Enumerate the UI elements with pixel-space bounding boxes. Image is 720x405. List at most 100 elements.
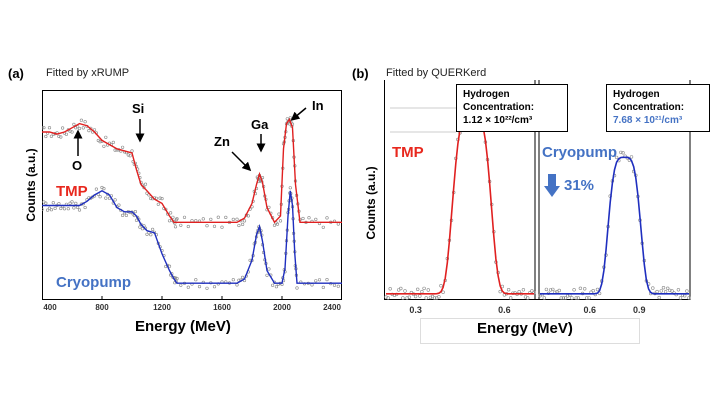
data-point-tmp bbox=[521, 288, 526, 292]
data-point-cryopump bbox=[149, 233, 153, 237]
annotation-o: O bbox=[72, 158, 83, 173]
data-point-tmp bbox=[158, 196, 162, 200]
data-point-cryopump bbox=[621, 151, 625, 155]
panel-a-xlabel: Energy (MeV) bbox=[135, 318, 231, 335]
data-point-tmp bbox=[212, 224, 217, 228]
data-point-tmp bbox=[83, 120, 87, 124]
data-point-cryopump bbox=[563, 296, 568, 300]
data-point-cryopump bbox=[314, 279, 318, 283]
panel-a-label: (a) bbox=[8, 66, 24, 81]
data-point-cryopump bbox=[175, 276, 179, 281]
data-point-cryopump bbox=[150, 227, 155, 231]
data-point-cryopump bbox=[145, 232, 149, 236]
data-point-cryopump bbox=[542, 296, 547, 300]
data-point-cryopump bbox=[186, 285, 190, 289]
data-point-cryopump bbox=[659, 289, 663, 293]
data-point-cryopump bbox=[317, 278, 322, 282]
data-point-tmp bbox=[128, 154, 132, 158]
data-point-cryopump bbox=[629, 155, 634, 159]
data-point-tmp bbox=[143, 182, 148, 186]
data-point-tmp bbox=[142, 185, 146, 190]
data-point-tmp bbox=[149, 196, 153, 201]
data-point-tmp bbox=[61, 126, 65, 130]
data-point-tmp bbox=[415, 287, 420, 292]
data-point-cryopump bbox=[325, 278, 329, 282]
data-point-tmp bbox=[57, 134, 61, 139]
data-point-cryopump bbox=[133, 209, 137, 214]
data-point-cryopump bbox=[120, 213, 125, 217]
data-point-cryopump bbox=[274, 285, 278, 289]
hydrogen-title-cryo: Hydrogen Concentration: bbox=[613, 89, 685, 113]
data-point-tmp bbox=[173, 225, 178, 229]
data-point-tmp bbox=[179, 223, 183, 227]
data-point-cryopump bbox=[231, 278, 235, 282]
x-tick-label-a: 2400 bbox=[323, 303, 341, 310]
data-point-tmp bbox=[285, 117, 289, 121]
legend-tmp-a: TMP bbox=[56, 183, 88, 200]
data-point-cryopump bbox=[668, 288, 672, 293]
label-tmp-b: TMP bbox=[392, 144, 424, 161]
data-point-cryopump bbox=[104, 196, 108, 200]
data-point-tmp bbox=[275, 222, 280, 226]
data-point-cryopump bbox=[44, 201, 48, 205]
data-point-tmp bbox=[241, 222, 245, 226]
data-point-cryopump bbox=[561, 296, 566, 300]
data-point-cryopump bbox=[570, 296, 574, 300]
x-tick-label-a: 1600 bbox=[213, 303, 231, 310]
data-point-tmp bbox=[384, 295, 388, 299]
data-point-tmp bbox=[235, 217, 239, 221]
data-point-cryopump bbox=[72, 206, 76, 210]
data-point-cryopump bbox=[46, 208, 50, 212]
data-point-tmp bbox=[432, 296, 437, 300]
data-point-cryopump bbox=[205, 286, 209, 290]
data-point-tmp bbox=[120, 145, 125, 149]
data-point-cryopump bbox=[614, 155, 619, 160]
legend-cryopump-a: Cryopump bbox=[56, 274, 131, 291]
hydrogen-box-cryo: Hydrogen Concentration: 7.68 × 10²¹/cm³ bbox=[606, 84, 710, 132]
data-point-cryopump bbox=[47, 206, 52, 210]
data-point-tmp bbox=[98, 140, 102, 144]
data-point-cryopump bbox=[670, 289, 674, 293]
data-point-tmp bbox=[102, 144, 106, 148]
data-point-tmp bbox=[405, 296, 409, 300]
data-point-cryopump bbox=[557, 288, 561, 293]
data-point-cryopump bbox=[94, 187, 99, 191]
fit-line-tmp bbox=[42, 117, 342, 224]
data-point-tmp bbox=[307, 216, 311, 220]
data-point-cryopump bbox=[321, 285, 325, 289]
data-point-tmp bbox=[428, 295, 433, 300]
data-point-tmp bbox=[49, 134, 53, 138]
data-point-cryopump bbox=[661, 286, 666, 290]
data-point-tmp bbox=[401, 296, 405, 300]
data-point-cryopump bbox=[265, 273, 269, 277]
data-point-cryopump bbox=[288, 186, 292, 190]
panel-b-ylabel: Counts (a.u.) bbox=[364, 166, 378, 240]
data-point-cryopump bbox=[70, 200, 74, 204]
data-point-tmp bbox=[441, 290, 445, 294]
data-point-tmp bbox=[422, 286, 426, 291]
data-point-tmp bbox=[59, 135, 63, 139]
data-point-tmp bbox=[126, 153, 130, 157]
data-point-tmp bbox=[175, 217, 179, 221]
data-point-tmp bbox=[426, 288, 430, 292]
data-point-tmp bbox=[87, 128, 91, 133]
data-point-tmp bbox=[42, 125, 46, 130]
data-point-tmp bbox=[403, 289, 407, 293]
hydrogen-value-tmp: 1.12 × 10²²/cm³ bbox=[463, 115, 533, 126]
data-point-tmp bbox=[413, 294, 418, 299]
data-point-tmp bbox=[171, 215, 175, 219]
annotation-in: In bbox=[312, 98, 324, 113]
data-point-cryopump bbox=[619, 150, 623, 155]
data-point-cryopump bbox=[676, 288, 681, 292]
data-point-cryopump bbox=[295, 286, 299, 290]
x-tick-label-a: 800 bbox=[95, 303, 109, 310]
fit-line-cryopump bbox=[540, 156, 689, 295]
data-point-tmp bbox=[201, 217, 205, 221]
data-point-tmp bbox=[399, 286, 403, 291]
data-point-tmp bbox=[231, 217, 235, 221]
x-tick-label-a: 1200 bbox=[153, 303, 171, 310]
data-point-cryopump bbox=[559, 296, 564, 300]
hydrogen-title-tmp: Hydrogen Concentration: bbox=[463, 89, 535, 113]
data-point-tmp bbox=[220, 225, 224, 229]
data-point-cryopump bbox=[194, 278, 198, 282]
